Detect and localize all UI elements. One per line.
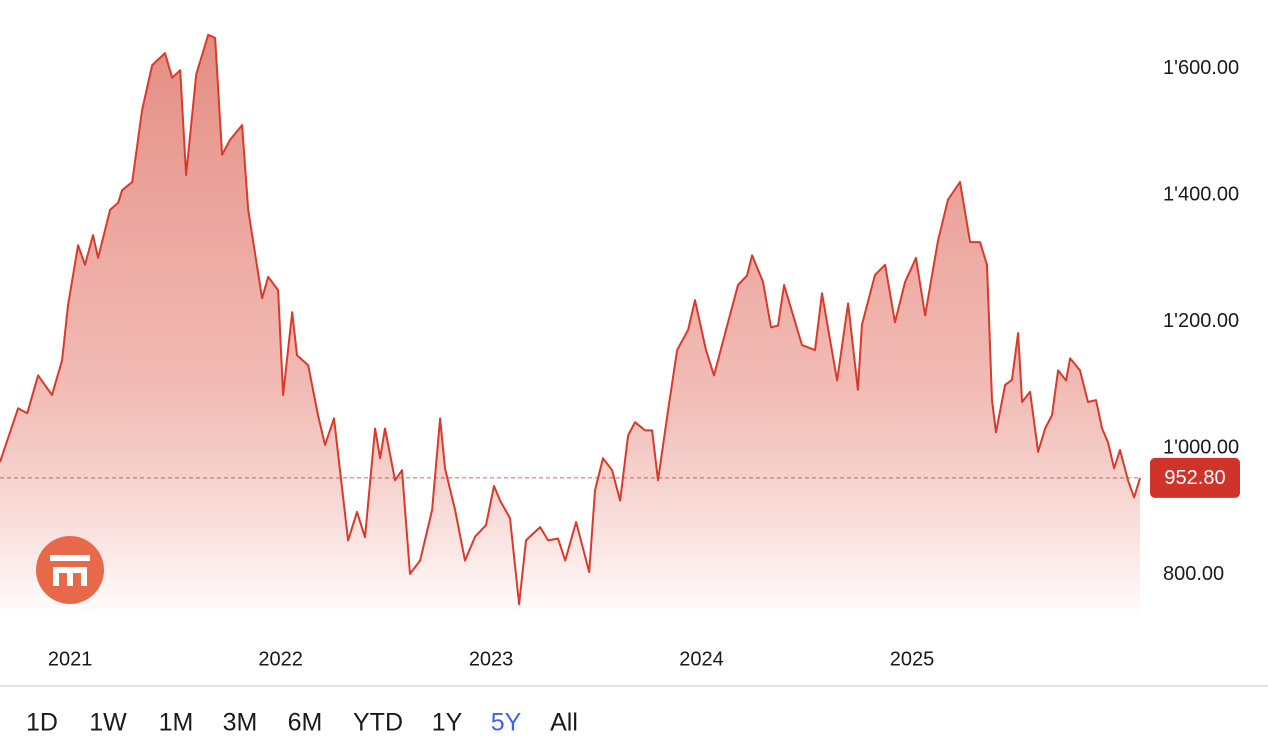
- range-button[interactable]: 1Y: [432, 709, 463, 737]
- range-button[interactable]: 1D: [26, 709, 58, 737]
- x-tick-label: 2025: [890, 648, 935, 670]
- plot-area: 800.00 1'000.00 1'200.00 1'400.00 1'600.00 20…: [0, 33, 1239, 670]
- y-tick-label: 1'600.00: [1163, 57, 1239, 79]
- logo: [36, 536, 104, 604]
- x-tick-label: 2023: [469, 648, 514, 670]
- range-button[interactable]: 6M: [288, 709, 323, 737]
- y-tick-label: 1'000.00: [1163, 436, 1239, 458]
- last-price-label: 952.80: [1164, 467, 1225, 489]
- x-tick-label: 2021: [48, 648, 93, 670]
- x-tick-label: 2022: [258, 648, 303, 670]
- last-price-box: [1150, 457, 1240, 498]
- price-line: [0, 33, 1141, 606]
- range-button[interactable]: All: [550, 709, 578, 737]
- y-tick-label: 800.00: [1163, 563, 1224, 585]
- range-button[interactable]: 1W: [89, 709, 127, 737]
- y-tick-label: 1'200.00: [1163, 310, 1239, 332]
- area-fill: [0, 34, 1140, 621]
- range-button[interactable]: 3M: [223, 709, 258, 737]
- range-button[interactable]: 5Y: [491, 709, 522, 737]
- range-button[interactable]: YTD: [353, 709, 403, 737]
- range-button[interactable]: 1M: [159, 709, 194, 737]
- x-tick-label: 2024: [679, 648, 724, 670]
- y-tick-label: 1'400.00: [1163, 184, 1239, 206]
